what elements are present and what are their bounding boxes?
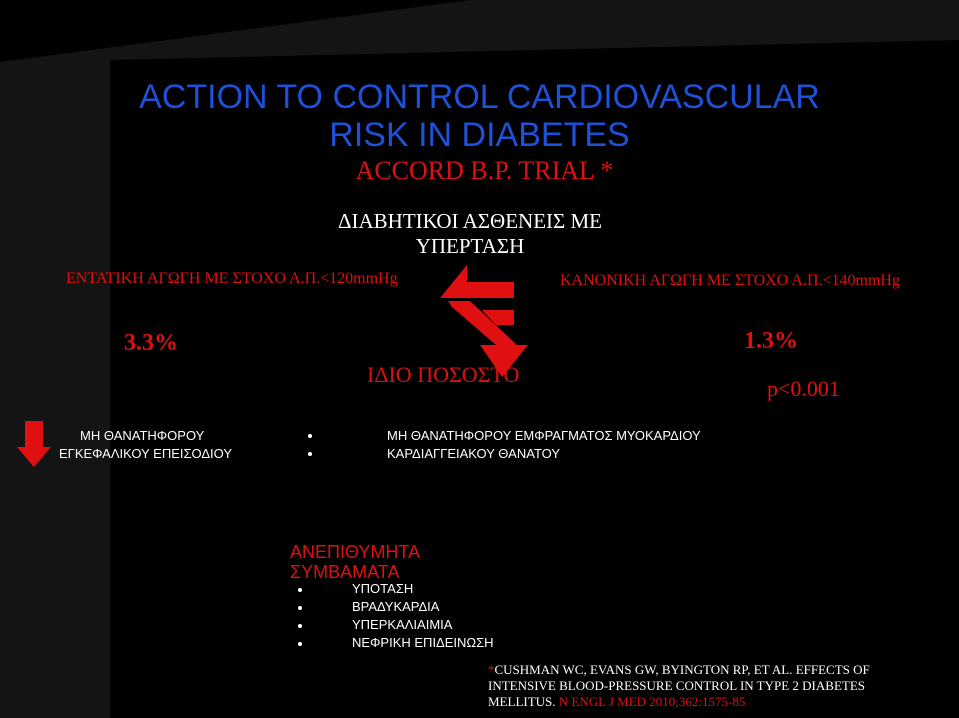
- bullet-icon: [308, 452, 312, 456]
- population-line2: ΥΠΕΡΤΑΣΗ: [415, 234, 525, 258]
- bullet-icon: [298, 606, 302, 610]
- bullet-icon: [298, 624, 302, 628]
- down-arrow-icon: [17, 421, 51, 467]
- reference-line1: *CUSHMAN WC, EVANS GW, BYINGTON RP, ET A…: [488, 662, 870, 677]
- adverse-item: ΥΠΟΤΑΣΗ: [352, 581, 414, 596]
- stroke-label-line2: ΕΓΚΕΦΑΛΙΚΟΥ ΕΠΕΙΣΟΔΙΟΥ: [59, 446, 233, 461]
- bullet-icon: [308, 434, 312, 438]
- adverse-item: ΝΕΦΡΙΚΗ ΕΠΙΔΕΙΝΩΣΗ: [352, 635, 494, 650]
- double-arrow-icon: [440, 265, 528, 377]
- outcome-item: ΚΑΡΔΙΑΓΓΕΙΑΚΟΥ ΘΑΝΑΤΟΥ: [387, 446, 561, 461]
- adverse-heading-line2: ΣΥΜΒΑΜΑΤΑ: [290, 562, 400, 582]
- reference-marker: *: [488, 662, 495, 677]
- standard-percentage: 1.3%: [744, 328, 798, 354]
- adverse-item: ΥΠΕΡΚΑΛΙΑΙΜΙΑ: [352, 617, 453, 632]
- stroke-label-line1: ΜΗ ΘΑΝΑΤΗΦΟΡΟΥ: [80, 428, 205, 443]
- intensive-arm-label: ΕΝΤΑΤΙΚΗ ΑΓΩΓΗ ΜΕ ΣΤΟΧΟ Α.Π.<120mmHg: [66, 270, 398, 287]
- population-line1: ΔΙΑΒΗΤΙΚΟΙ ΑΣΘΕΝΕΙΣ ΜΕ: [338, 209, 602, 233]
- outcome-item: ΜΗ ΘΑΝΑΤΗΦΟΡΟΥ ΕΜΦΡΑΓΜΑΤΟΣ ΜΥΟΚΑΡΔΙΟΥ: [387, 428, 701, 443]
- standard-arm-label: ΚΑΝΟΝΙΚΗ ΑΓΩΓΗ ΜΕ ΣΤΟΧΟ Α.Π.<140mmHg: [560, 272, 900, 289]
- reference-line2: INTENSIVE BLOOD-PRESSURE CONTROL IN TYPE…: [488, 678, 865, 693]
- journal-citation: N ENGL J MED 2010;362:1575-85: [555, 694, 746, 709]
- adverse-heading-line1: ΑΝΕΠΙΘΥΜΗΤΑ: [290, 542, 421, 562]
- intensive-percentage: 3.3%: [124, 330, 178, 356]
- slide-title-line1: ACTION TO CONTROL CARDIOVASCULAR: [139, 78, 820, 116]
- reference-line3: MELLITUS. N ENGL J MED 2010;362:1575-85: [488, 694, 746, 709]
- trial-name: ACCORD B.P. TRIAL *: [355, 156, 614, 185]
- p-value: p<0.001: [767, 376, 840, 401]
- bullet-icon: [298, 588, 302, 592]
- same-rate-label: ΙΔΙΟ ΠΟΣΟΣΤΟ: [367, 362, 520, 387]
- bullet-icon: [298, 642, 302, 646]
- adverse-item: ΒΡΑΔΥΚΑΡΔΙΑ: [352, 599, 440, 614]
- slide-title-line2: RISK IN DIABETES: [329, 116, 630, 154]
